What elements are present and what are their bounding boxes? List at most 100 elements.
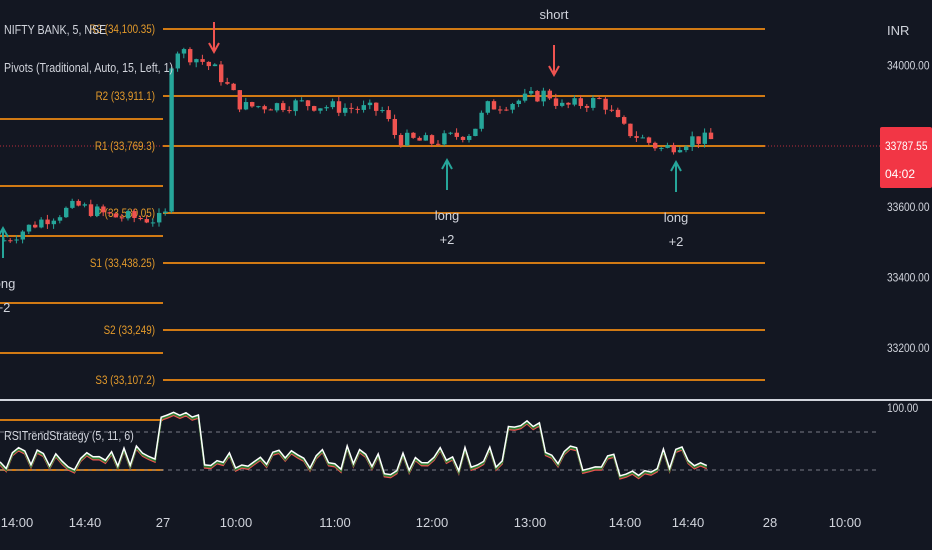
candle (696, 136, 701, 144)
candle (429, 135, 435, 144)
candle (57, 217, 63, 221)
bar-countdown: 04:02 (885, 167, 915, 181)
signals: long +2 long +2 short long +2 (0, 7, 688, 315)
candle (39, 219, 44, 228)
candle (268, 109, 273, 111)
candle (101, 206, 106, 213)
candle (529, 91, 534, 94)
candle (45, 219, 50, 225)
time-tick: 14:00 (1, 515, 34, 530)
candle (113, 213, 118, 218)
candle (628, 123, 633, 137)
candle (560, 102, 565, 106)
candle (498, 109, 503, 111)
candle (634, 136, 639, 138)
price-tick: 33200.00 (887, 342, 930, 355)
candle (597, 98, 602, 100)
candle (163, 211, 168, 213)
candle (88, 204, 94, 216)
candle (237, 90, 242, 110)
candle (336, 101, 342, 113)
candle (14, 239, 19, 241)
candle (454, 132, 459, 137)
candle (578, 98, 583, 106)
candle (436, 143, 441, 145)
candle (646, 137, 652, 143)
candle (212, 64, 218, 67)
candle (684, 146, 689, 151)
candle (70, 200, 75, 208)
candle (479, 112, 484, 129)
candle (287, 110, 292, 112)
candle (330, 101, 335, 108)
candle (76, 200, 81, 206)
candle (690, 136, 695, 147)
candle (522, 93, 528, 101)
signal-label: +2 (669, 234, 684, 249)
candle (367, 102, 373, 106)
candle (305, 100, 311, 107)
last-price-value: 33787.55 (885, 140, 928, 153)
candle (95, 206, 100, 216)
candle (504, 109, 509, 111)
candle (659, 147, 664, 149)
candle (343, 107, 348, 113)
candle (708, 132, 714, 140)
time-tick: 13:00 (514, 515, 547, 530)
candle (82, 204, 87, 206)
candle (566, 102, 571, 105)
candle (392, 118, 397, 135)
candle (200, 59, 205, 62)
symbol-title[interactable]: NIFTY BANK, 5, NSE (4, 22, 107, 37)
time-tick: 27 (156, 515, 170, 530)
candle (219, 64, 224, 83)
candle (318, 108, 323, 111)
candle (386, 110, 391, 119)
candle (274, 103, 280, 111)
candle (175, 53, 180, 69)
candle (8, 240, 13, 242)
signal-label: long (664, 210, 689, 225)
candle (64, 207, 69, 218)
candle (591, 98, 596, 108)
axes: INR 34000.00 33600.00 33400.00 33200.00 100.0… (0, 23, 932, 530)
candle (231, 83, 236, 91)
candle (640, 137, 645, 139)
candle (262, 106, 267, 110)
signal-label: long (0, 276, 15, 291)
candle (181, 49, 187, 54)
pivots-indicator-label[interactable]: Pivots (Traditional, Auto, 15, Left, 1) (4, 60, 174, 75)
osc-tick: 100.00 (887, 402, 918, 415)
candle (398, 134, 404, 146)
oscillator-label[interactable]: RSITrendStrategy (5, 11, 6) (4, 428, 134, 443)
candle (467, 135, 472, 140)
candle (312, 106, 317, 111)
short-signal-arrowhead (548, 65, 560, 78)
time-tick: 28 (763, 515, 777, 530)
currency-label: INR (887, 23, 909, 38)
candle (293, 100, 298, 112)
candle (417, 137, 422, 141)
candle (553, 98, 559, 106)
candle (281, 103, 286, 111)
candle (609, 109, 614, 111)
signal-label: short (540, 7, 569, 22)
candle (535, 91, 540, 102)
candle (665, 145, 670, 148)
candle (26, 224, 32, 232)
candle (324, 107, 329, 109)
pivot-label-r2: R2 (33,911.1) (96, 90, 155, 103)
candle (107, 212, 112, 214)
short-signal-arrowhead (208, 42, 220, 55)
candle (442, 133, 447, 145)
time-tick: 14:40 (69, 515, 102, 530)
candle (299, 100, 304, 102)
signal-label: long (435, 208, 460, 223)
candle (355, 108, 360, 110)
candle (144, 219, 149, 223)
candle (243, 102, 249, 110)
candle (374, 102, 379, 111)
pivot-lines: R3 (34,100.35) R2 (33,911.1) R1 (33,769.3)… (0, 23, 880, 471)
price-tick: 34000.00 (887, 60, 930, 73)
